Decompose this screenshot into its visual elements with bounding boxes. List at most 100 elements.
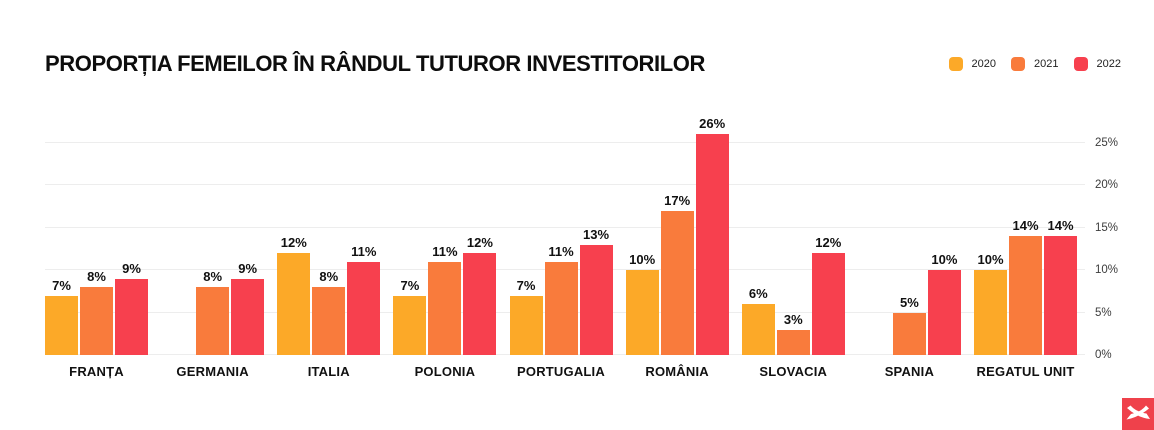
bar-value-label: 12% (280, 235, 307, 251)
bar-2020-polonia (393, 295, 427, 355)
xtb-x-icon (1122, 398, 1154, 430)
bar-slot: 11% (428, 244, 462, 355)
bar-value-label: 13% (582, 226, 610, 242)
bar-slot: 5% (892, 295, 926, 355)
legend-swatch-icon (1073, 57, 1088, 71)
category-label: ITALIA (307, 364, 350, 379)
bar-slot: 12% (277, 235, 311, 355)
bar-slot: 12% (811, 235, 845, 355)
legend-item-2021: 2021 (1011, 57, 1059, 71)
bar-slot: 26% (695, 116, 729, 355)
y-axis-tick-label: 15% (1095, 221, 1119, 234)
bar-2022-slovacia (811, 253, 845, 355)
legend-label: 2022 (1096, 58, 1121, 70)
bar-value-label: 10% (931, 252, 958, 268)
bar-slot: 17% (660, 193, 694, 355)
bar-2021-portugalia (544, 261, 578, 355)
bar-slot: 7% (509, 278, 543, 355)
bar-value-label: 5% (899, 294, 919, 310)
y-axis-tick-label: 20% (1095, 179, 1119, 192)
category-label: GERMANIA (176, 364, 249, 379)
bar-2021-spania (892, 312, 926, 355)
bar-slot: 11% (347, 244, 381, 355)
bar-2020-portugalia (509, 295, 543, 355)
bar-value-label: 14% (1047, 218, 1074, 234)
bar-slot: 14% (1009, 218, 1042, 355)
bar-slot: 8% (312, 269, 346, 355)
category-label: REGATUL UNIT (976, 364, 1075, 379)
bar-slot: 10% (927, 252, 961, 355)
y-axis-tick-label: 0% (1095, 349, 1112, 361)
category-label: FRANȚA (69, 364, 124, 379)
bar-group-portugalia: 7% 11% 13% PORTUGALIA (509, 227, 613, 379)
bar-2021-italia (312, 287, 346, 355)
bar-2022-germania (231, 278, 265, 355)
bar-value-label: 6% (748, 286, 768, 302)
bar-group-românia: 10% 17% 26% ROMÂNIA (625, 116, 729, 379)
bar-slot: 7% (393, 278, 427, 355)
y-axis-tick-label: 10% (1095, 264, 1119, 277)
bar-2021-românia (660, 210, 694, 355)
xtb-logo (1122, 398, 1154, 430)
bar-2020-italia (277, 253, 311, 355)
bar-slot: 9% (115, 261, 148, 355)
gridline (45, 226, 1085, 228)
category-label: ROMÂNIA (645, 364, 709, 379)
legend: 2020 2021 2022 (948, 57, 1121, 71)
bar-slot: 10% (625, 252, 659, 355)
bar-slot: 10% (974, 252, 1007, 355)
bar-value-label: 11% (432, 243, 458, 259)
gridline (45, 141, 1085, 143)
bar-group-slovacia: 6% 3% 12% SLOVACIA (741, 235, 845, 379)
bar-2020-regatul-unit (974, 270, 1007, 355)
bar-value-label: 7% (400, 277, 420, 293)
chart-title: PROPORȚIA FEMEILOR ÎN RÂNDUL TUTUROR INV… (45, 51, 705, 76)
category-label: SPANIA (884, 364, 935, 379)
bar-value-label: 7% (516, 277, 536, 293)
gridline (45, 184, 1085, 186)
bar-slot: 13% (579, 227, 613, 355)
bar-value-label: 11% (548, 243, 574, 259)
bar-value-label: 9% (238, 260, 258, 276)
legend-swatch-icon (1011, 57, 1026, 71)
bar-slot: 3% (776, 312, 810, 355)
bar-2022-franța (115, 278, 148, 355)
bar-2021-franța (80, 287, 113, 355)
bar-value-label: 12% (466, 235, 493, 251)
bar-value-label: 26% (699, 116, 726, 132)
category-label: PORTUGALIA (517, 364, 605, 379)
bar-value-label: 3% (783, 311, 803, 327)
bar-group-regatul-unit: 10% 14% 14% REGATUL UNIT (974, 218, 1077, 379)
bar-value-label: 8% (319, 269, 339, 285)
y-axis-tick-label: 25% (1095, 136, 1119, 149)
bar-2020-franța (45, 295, 78, 355)
y-axis-tick-label: 5% (1095, 306, 1112, 319)
legend-item-2022: 2022 (1073, 57, 1121, 71)
bar-slot: 8% (196, 269, 230, 355)
bar-2022-italia (347, 261, 381, 355)
bar-2020-slovacia (741, 304, 775, 355)
bar-value-label: 12% (815, 235, 842, 251)
bar-2022-spania (927, 270, 961, 355)
bar-2021-polonia (428, 261, 462, 355)
bar-value-label: 10% (629, 252, 656, 268)
bar-value-label: 14% (1012, 218, 1039, 234)
bar-value-label: 10% (977, 252, 1004, 268)
legend-label: 2021 (1034, 58, 1059, 70)
bar-2022-regatul-unit (1044, 236, 1077, 355)
bar-2022-portugalia (579, 244, 613, 355)
bar-value-label: 7% (52, 277, 71, 293)
bar-2021-regatul-unit (1009, 236, 1042, 355)
plot-area: 0% 5% 10% 15% 20% 25% 7% 8% 9% FRANȚA 8% 9% GERMANIA… (45, 116, 1118, 379)
bar-groups: 7% 8% 9% FRANȚA 8% 9% GERMANIA 12% 8% 11% ITALIA 7%… (45, 116, 1085, 379)
bar-2020-românia (625, 270, 659, 355)
bar-group-polonia: 7% 11% 12% POLONIA (393, 235, 497, 379)
legend-swatch-icon (948, 57, 963, 71)
bar-value-label: 8% (203, 269, 223, 285)
bar-slot: 12% (463, 235, 497, 355)
bar-group-italia: 12% 8% 11% ITALIA (277, 235, 381, 379)
legend-item-2020: 2020 (948, 57, 996, 71)
bar-2022-polonia (463, 253, 497, 355)
bar-value-label: 8% (87, 269, 106, 285)
